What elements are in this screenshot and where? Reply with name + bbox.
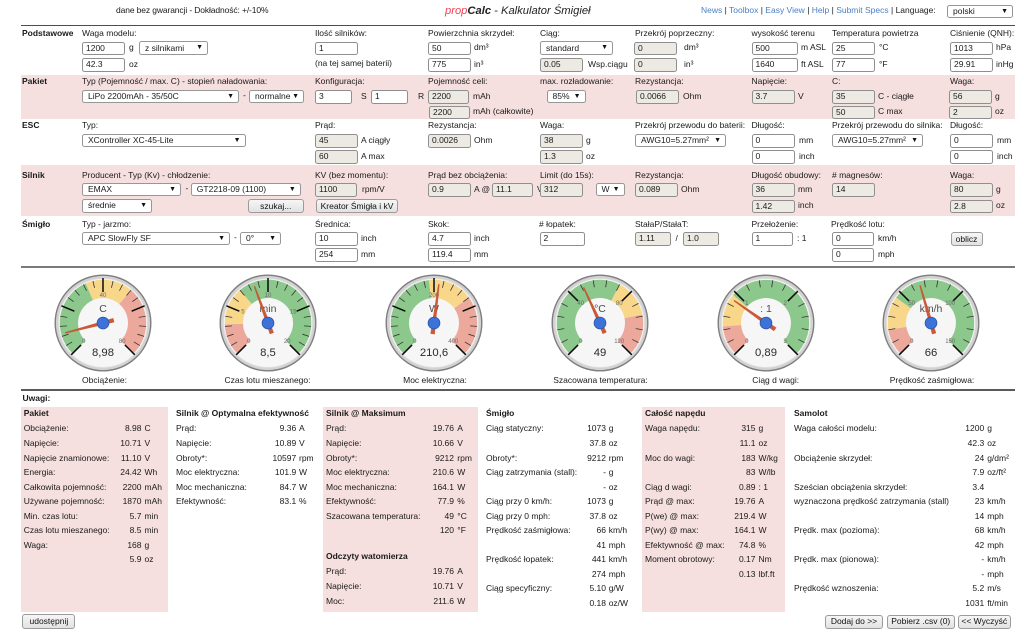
svg-text:49: 49 <box>594 347 607 359</box>
svg-text:80: 80 <box>119 339 126 345</box>
svg-text:15: 15 <box>290 309 297 315</box>
svg-text:0: 0 <box>910 339 914 345</box>
svg-text:5: 5 <box>241 309 245 315</box>
svg-text:100: 100 <box>945 301 956 307</box>
svg-text:120: 120 <box>615 339 626 345</box>
svg-text:50: 50 <box>908 301 915 307</box>
svg-text:0: 0 <box>82 339 86 345</box>
svg-text:10: 10 <box>265 293 272 299</box>
svg-text:400: 400 <box>448 339 459 345</box>
svg-text:0: 0 <box>247 339 251 345</box>
svg-text:0,89: 0,89 <box>755 347 777 359</box>
svg-text:210,6: 210,6 <box>420 347 448 359</box>
svg-text:1: 1 <box>745 301 749 307</box>
svg-text:8,5: 8,5 <box>260 347 276 359</box>
svg-text:km/h: km/h <box>920 303 943 315</box>
svg-text:150: 150 <box>945 339 956 345</box>
svg-text:8,98: 8,98 <box>92 347 114 359</box>
svg-text:20: 20 <box>284 339 291 345</box>
svg-text:40: 40 <box>100 293 107 299</box>
svg-text:200: 200 <box>429 293 440 299</box>
svg-text:W: W <box>429 303 439 315</box>
svg-text:0: 0 <box>413 339 417 345</box>
svg-text:40: 40 <box>578 301 585 307</box>
svg-text:80: 80 <box>616 301 623 307</box>
svg-text:0: 0 <box>579 339 583 345</box>
svg-text:°C: °C <box>594 303 606 315</box>
svg-text:C: C <box>99 303 107 315</box>
svg-text:2: 2 <box>784 301 788 307</box>
svg-text:: 1: : 1 <box>760 303 772 315</box>
svg-text:66: 66 <box>925 347 938 359</box>
svg-text:3: 3 <box>784 339 788 345</box>
svg-text:0: 0 <box>745 339 749 345</box>
